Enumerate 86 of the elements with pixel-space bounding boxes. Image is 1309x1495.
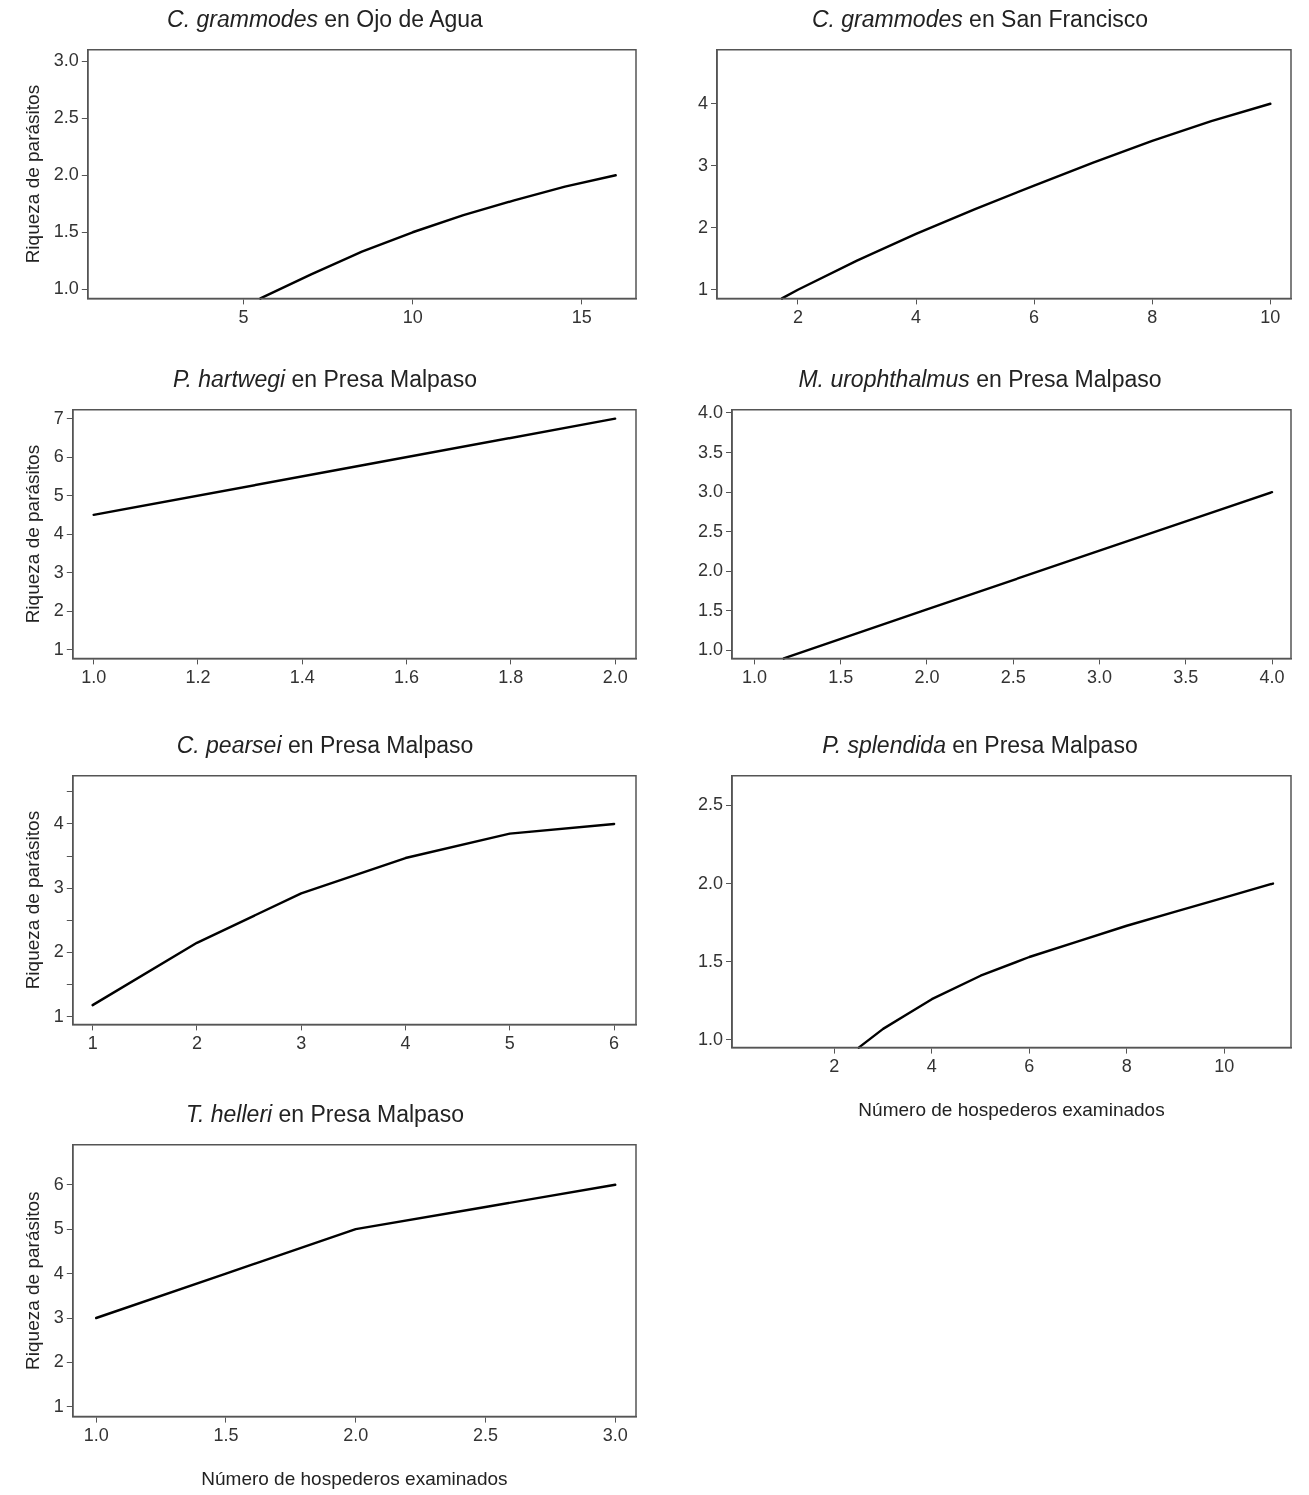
- y-tick-label: 1: [53, 638, 64, 659]
- x-tick-label: 5: [238, 307, 249, 328]
- chart-title: T. helleri en Presa Malpaso: [185, 1100, 465, 1129]
- y-tick-label: 3: [53, 561, 64, 582]
- x-tick-label: 2: [829, 1056, 840, 1077]
- y-tick-label: 2: [53, 941, 64, 962]
- x-tick-label: 3.5: [1173, 667, 1199, 688]
- y-tick-label: 3: [698, 154, 709, 175]
- y-tick-label: 4: [53, 1262, 64, 1283]
- x-tick-label: 10: [1260, 307, 1281, 328]
- x-tick-label: 6: [609, 1033, 620, 1054]
- x-tick-label: 1.2: [185, 667, 211, 688]
- y-tick-label: 4: [53, 812, 64, 833]
- chart-title: C. pearsei en Presa Malpaso: [175, 731, 475, 760]
- y-axis-title: Riqueza de parásitos: [21, 444, 43, 624]
- x-axis-title: Número de hospederos examinados: [201, 1467, 508, 1489]
- x-tick-label: 1.4: [289, 667, 315, 688]
- x-tick-label: 1.5: [828, 667, 854, 688]
- y-tick-label: 4: [698, 92, 709, 113]
- y-tick-label: 2.5: [53, 107, 79, 128]
- x-tick-label: 6: [1024, 1056, 1035, 1077]
- y-tick-label: 2.0: [697, 560, 724, 581]
- chart-title: C. grammodes en San Francisco: [810, 5, 1150, 34]
- y-tick-label: 2: [53, 600, 64, 621]
- chart-title: P. splendida en Presa Malpaso: [821, 731, 1139, 760]
- y-tick-label: 1.0: [697, 639, 724, 660]
- y-tick-label: 4: [53, 523, 64, 544]
- x-tick-label: 4: [926, 1056, 937, 1077]
- chart-title: C. grammodes en Ojo de Agua: [166, 5, 484, 34]
- x-tick-label: 10: [402, 307, 423, 328]
- y-tick-label: 1: [53, 1395, 64, 1416]
- y-tick-label: 3: [53, 877, 64, 898]
- chart-title: M. urophthalmus en Presa Malpaso: [797, 365, 1163, 394]
- y-tick-label: 2.5: [697, 794, 724, 815]
- x-tick-label: 1.0: [81, 667, 107, 688]
- x-tick-label: 3.0: [602, 1425, 628, 1446]
- x-tick-label: 8: [1121, 1056, 1132, 1077]
- y-tick-label: 6: [53, 446, 64, 467]
- y-tick-label: 5: [53, 1218, 64, 1239]
- x-tick-label: 2: [191, 1033, 202, 1054]
- x-tick-label: 2.5: [472, 1425, 498, 1446]
- x-tick-label: 2.5: [1000, 667, 1026, 688]
- x-tick-label: 1.8: [498, 667, 524, 688]
- y-axis-title: Riqueza de parásitos: [21, 1191, 43, 1370]
- y-tick-label: 7: [53, 407, 64, 428]
- x-tick-label: 2.0: [914, 667, 940, 688]
- y-tick-label: 4.0: [697, 401, 724, 422]
- y-tick-label: 2: [698, 216, 709, 237]
- x-tick-label: 2: [792, 307, 803, 328]
- y-tick-label: 2.5: [697, 520, 724, 541]
- x-tick-label: 4.0: [1259, 667, 1285, 688]
- x-tick-label: 1.0: [741, 667, 767, 688]
- x-tick-label: 5: [504, 1033, 515, 1054]
- x-tick-label: 3: [296, 1033, 307, 1054]
- x-tick-label: 4: [911, 307, 922, 328]
- y-tick-label: 1.0: [53, 278, 79, 299]
- x-tick-label: 8: [1147, 307, 1158, 328]
- x-tick-label: 2.0: [343, 1425, 369, 1446]
- y-tick-label: 3.0: [697, 481, 724, 502]
- chart-title: P. hartwegi en Presa Malpaso: [172, 365, 478, 394]
- y-tick-label: 2.0: [697, 872, 724, 893]
- x-tick-label: 2.0: [602, 667, 628, 688]
- x-tick-label: 6: [1029, 307, 1040, 328]
- x-axis-title: Número de hospederos examinados: [858, 1098, 1165, 1120]
- x-tick-label: 3.0: [1086, 667, 1113, 688]
- y-tick-label: 1.5: [53, 221, 79, 242]
- y-tick-label: 3.0: [53, 50, 79, 71]
- y-tick-label: 5: [53, 484, 64, 505]
- x-tick-label: 1.5: [213, 1425, 239, 1446]
- x-tick-label: 4: [400, 1033, 411, 1054]
- y-tick-label: 2: [53, 1351, 64, 1372]
- y-tick-label: 6: [53, 1173, 64, 1194]
- x-tick-label: 1.0: [83, 1425, 109, 1446]
- y-tick-label: 2.0: [53, 164, 79, 185]
- y-tick-label: 1.5: [697, 599, 724, 620]
- y-axis-title: Riqueza de parásitos: [21, 84, 43, 264]
- y-tick-label: 1: [53, 1005, 64, 1026]
- y-tick-label: 3: [53, 1306, 64, 1327]
- x-tick-label: 1.6: [394, 667, 420, 688]
- x-tick-label: 10: [1214, 1056, 1235, 1077]
- y-tick-label: 3.5: [697, 441, 724, 462]
- y-axis-title: Riqueza de parásitos: [21, 810, 43, 990]
- x-tick-label: 15: [571, 307, 592, 328]
- y-tick-label: 1.5: [697, 950, 724, 971]
- x-tick-label: 1: [87, 1033, 98, 1054]
- y-tick-label: 1: [698, 278, 709, 299]
